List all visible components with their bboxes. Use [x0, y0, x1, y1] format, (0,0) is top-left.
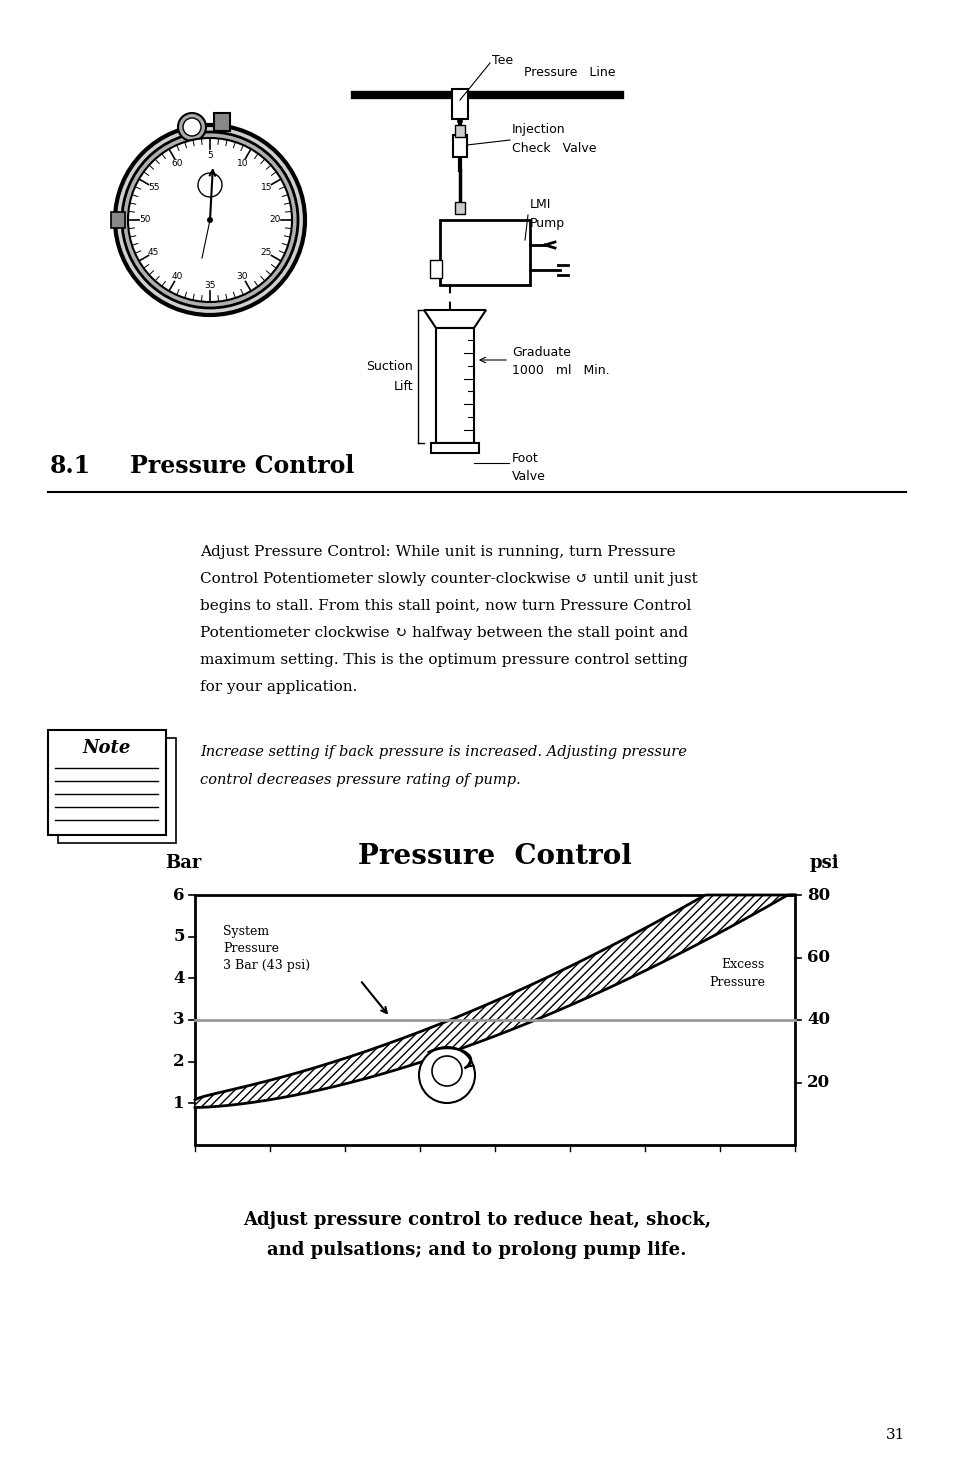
Bar	[455, 125, 464, 137]
Circle shape	[122, 131, 297, 308]
Bar	[431, 442, 478, 453]
Bar	[58, 738, 175, 844]
Bar	[452, 88, 468, 119]
Bar	[111, 212, 125, 229]
Circle shape	[418, 1047, 475, 1103]
Text: 3 Bar (43 psi): 3 Bar (43 psi)	[223, 959, 310, 972]
Text: Pressure   Line: Pressure Line	[523, 65, 615, 78]
Text: Increase setting if back pressure is increased. Adjusting pressure: Increase setting if back pressure is inc…	[200, 745, 686, 760]
Text: LMI: LMI	[530, 199, 551, 211]
Text: Control Potentiometer slowly counter-clockwise ↺ until unit just: Control Potentiometer slowly counter-clo…	[200, 572, 697, 586]
Text: Adjust Pressure Control: While unit is running, turn Pressure: Adjust Pressure Control: While unit is r…	[200, 544, 675, 559]
Text: 35: 35	[204, 280, 215, 289]
Text: 60: 60	[806, 948, 829, 966]
Circle shape	[198, 173, 222, 198]
Text: Excess: Excess	[721, 959, 764, 972]
Bar	[439, 220, 530, 285]
Text: 40: 40	[806, 1012, 829, 1028]
Text: for your application.: for your application.	[200, 680, 357, 695]
Text: Suction: Suction	[366, 360, 413, 373]
Text: Foot: Foot	[512, 451, 538, 465]
Bar	[436, 327, 474, 442]
Bar	[430, 260, 441, 277]
Text: Lift: Lift	[393, 379, 413, 392]
Circle shape	[115, 125, 305, 316]
Circle shape	[178, 114, 206, 142]
Text: Pressure: Pressure	[223, 943, 278, 954]
Text: 4: 4	[173, 971, 185, 987]
Text: Injection: Injection	[512, 124, 565, 137]
Text: 20: 20	[269, 215, 280, 224]
Text: Pressure  Control: Pressure Control	[357, 844, 631, 870]
Text: Graduate: Graduate	[512, 345, 570, 358]
Text: control decreases pressure rating of pump.: control decreases pressure rating of pum…	[200, 773, 520, 788]
Text: 25: 25	[260, 248, 272, 257]
Text: 6: 6	[173, 886, 185, 904]
Text: 45: 45	[148, 248, 159, 257]
Polygon shape	[194, 895, 794, 1108]
Text: psi: psi	[809, 854, 839, 872]
Text: 40: 40	[172, 271, 183, 280]
Text: Note: Note	[83, 739, 132, 757]
Text: maximum setting. This is the optimum pressure control setting: maximum setting. This is the optimum pre…	[200, 653, 687, 667]
Polygon shape	[423, 310, 485, 327]
Text: Adjust pressure control to reduce heat, shock,: Adjust pressure control to reduce heat, …	[243, 1211, 710, 1229]
Text: 10: 10	[236, 159, 248, 168]
Text: 1: 1	[173, 1094, 185, 1112]
Text: 20: 20	[806, 1074, 829, 1092]
Text: 3: 3	[173, 1012, 185, 1028]
Text: Tee: Tee	[492, 53, 513, 66]
Text: 15: 15	[260, 183, 272, 192]
Text: 30: 30	[236, 271, 248, 280]
Text: 2: 2	[173, 1053, 185, 1071]
Text: 80: 80	[806, 886, 829, 904]
Text: 8.1: 8.1	[50, 454, 91, 478]
Circle shape	[183, 118, 201, 136]
Circle shape	[207, 217, 213, 223]
Text: Pressure: Pressure	[708, 976, 764, 990]
Bar	[213, 114, 230, 131]
Text: 50: 50	[139, 215, 151, 224]
Bar	[194, 895, 794, 1145]
Text: 55: 55	[148, 183, 159, 192]
Bar	[48, 730, 166, 835]
Bar	[455, 202, 464, 214]
Text: Check   Valve: Check Valve	[512, 142, 596, 155]
Text: System: System	[223, 925, 269, 938]
Text: begins to stall. From this stall point, now turn Pressure Control: begins to stall. From this stall point, …	[200, 599, 691, 614]
Text: 60: 60	[172, 159, 183, 168]
Text: Valve: Valve	[512, 469, 545, 482]
Text: Pump: Pump	[530, 217, 564, 230]
Text: Pressure Control: Pressure Control	[130, 454, 354, 478]
Circle shape	[128, 139, 292, 302]
Text: 31: 31	[885, 1428, 904, 1443]
Text: and pulsations; and to prolong pump life.: and pulsations; and to prolong pump life…	[267, 1240, 686, 1260]
Bar	[453, 136, 467, 156]
Text: 5: 5	[207, 150, 213, 159]
Circle shape	[432, 1056, 461, 1086]
Text: Potentiometer clockwise ↻ halfway between the stall point and: Potentiometer clockwise ↻ halfway betwee…	[200, 625, 687, 640]
Text: 1000   ml   Min.: 1000 ml Min.	[512, 363, 609, 376]
Text: Bar: Bar	[165, 854, 201, 872]
Text: 5: 5	[173, 928, 185, 945]
